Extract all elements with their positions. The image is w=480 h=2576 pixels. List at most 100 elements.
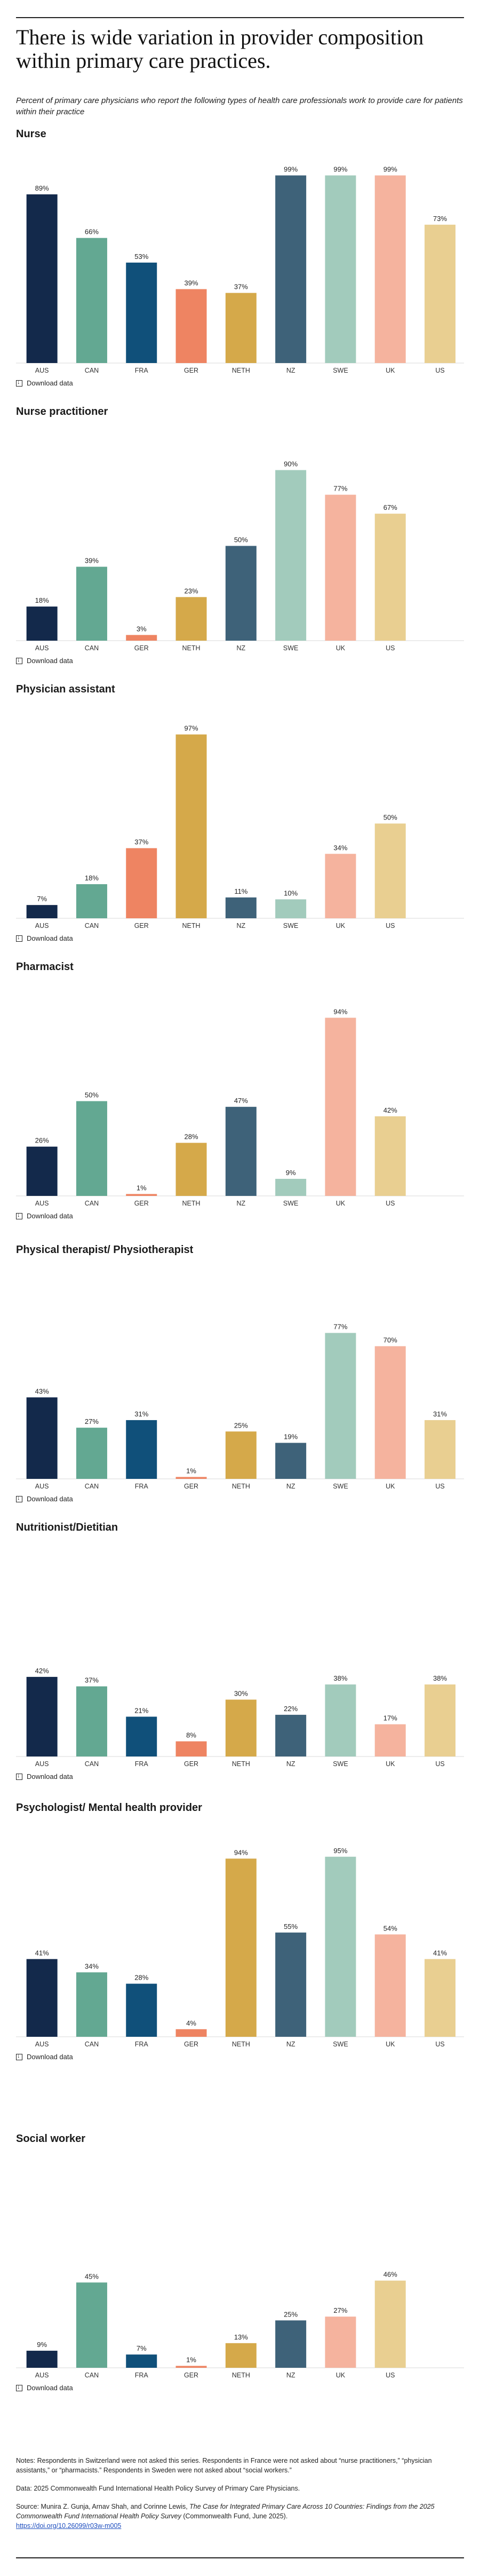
download-data-link[interactable]: Download data	[16, 2384, 73, 2392]
data-label: 53%	[134, 253, 148, 261]
page-title: There is wide variation in provider comp…	[16, 25, 424, 73]
download-icon	[16, 657, 22, 664]
category-tick-label: FRA	[135, 1760, 149, 1768]
download-data-link[interactable]: Download data	[16, 1495, 73, 1503]
data-label: 1%	[137, 1184, 147, 1192]
download-data-link[interactable]: Download data	[16, 1212, 73, 1220]
bar-nz	[275, 1443, 307, 1479]
category-tick-label: NZ	[286, 367, 295, 374]
category-tick-label: FRA	[135, 1483, 149, 1490]
bar-uk	[325, 854, 356, 918]
chart-title: Nurse practitioner	[16, 406, 108, 417]
category-tick-label: NETH	[232, 2372, 250, 2379]
bar-uk	[374, 1346, 406, 1479]
bar-neth	[225, 1431, 257, 1479]
data-label: 4%	[186, 2019, 196, 2027]
download-data-link[interactable]: Download data	[16, 2053, 73, 2061]
data-label: 22%	[284, 1705, 298, 1713]
download-label: Download data	[27, 657, 73, 665]
data-label: 46%	[383, 2271, 397, 2279]
bar-fra	[126, 1716, 157, 1756]
category-tick-label: UK	[386, 367, 395, 374]
data-label: 1%	[186, 2356, 196, 2364]
data-label: 3%	[137, 625, 147, 633]
data-label: 55%	[284, 1923, 298, 1931]
category-tick-label: UK	[336, 1200, 346, 1207]
data-label: 34%	[333, 844, 347, 852]
bar-nz	[275, 175, 307, 363]
notes-block: Notes: Respondents in Switzerland were n…	[16, 2456, 464, 2539]
data-label: 27%	[333, 2306, 347, 2314]
category-tick-label: CAN	[85, 1760, 99, 1768]
category-tick-label: AUS	[35, 2041, 49, 2048]
category-tick-label: GER	[134, 922, 149, 929]
data-label: 37%	[134, 838, 148, 846]
data-label: 13%	[234, 2333, 248, 2341]
bar-nz	[225, 1107, 257, 1196]
category-tick-label: UK	[336, 922, 346, 929]
chart-title: Physician assistant	[16, 683, 115, 695]
data-text: Data: 2025 Commonwealth Fund Internation…	[16, 2485, 300, 2492]
data-label: 28%	[185, 1133, 198, 1141]
bar-swe	[325, 1856, 356, 2037]
chart-section: Nutritionist/Dietitian 42% AUS 37% CAN 21% FRA…	[16, 1522, 464, 1789]
bar-uk	[374, 1934, 406, 2037]
category-tick-label: CAN	[85, 1200, 99, 1207]
data-label: 38%	[333, 1674, 347, 1682]
bar-can	[76, 1686, 107, 1756]
download-data-link[interactable]: Download data	[16, 379, 73, 387]
download-data-link[interactable]: Download data	[16, 934, 73, 942]
chart-title: Nurse	[16, 128, 46, 140]
bar-can	[76, 238, 107, 363]
bar-us	[425, 1959, 456, 2037]
download-icon	[16, 2384, 22, 2391]
data-label: 1%	[186, 1467, 196, 1475]
data-label: 39%	[185, 279, 198, 287]
category-tick-label: GER	[184, 367, 198, 374]
category-tick-label: SWE	[283, 1200, 298, 1207]
chart-section: Physician assistant 7% AUS 18% CAN 37% GER 97% N…	[16, 683, 464, 950]
data-label: 50%	[85, 1091, 99, 1099]
source-link[interactable]: https://doi.org/10.26099/r03w-m005	[16, 2522, 122, 2530]
top-rule	[16, 17, 464, 18]
category-tick-label: NETH	[232, 367, 250, 374]
data-label: 89%	[35, 184, 49, 192]
category-tick-label: NETH	[232, 2041, 250, 2048]
data-label: 50%	[234, 536, 248, 544]
data-label: 18%	[35, 596, 49, 604]
bar-neth	[225, 1699, 257, 1756]
category-tick-label: CAN	[85, 1483, 99, 1490]
bar-can	[76, 1101, 107, 1196]
category-tick-label: AUS	[35, 1760, 49, 1768]
data-label: 99%	[333, 166, 347, 174]
bar-neth	[175, 597, 207, 641]
download-data-link[interactable]: Download data	[16, 657, 73, 665]
bar-aus	[26, 905, 58, 918]
bar-us	[425, 1684, 456, 1756]
category-tick-label: NETH	[182, 922, 201, 929]
download-icon	[16, 1212, 22, 1219]
bar-us	[374, 2280, 406, 2368]
bar-chart: 89% AUS 66% CAN 53% FRA 39% GER 37% NETH 99% NZ 99% S…	[16, 166, 464, 374]
data-label: 25%	[284, 2310, 298, 2318]
category-tick-label: SWE	[333, 1483, 348, 1490]
download-data-link[interactable]: Download data	[16, 1773, 73, 1781]
bar-fra	[126, 2354, 157, 2368]
category-tick-label: NETH	[232, 1760, 250, 1768]
category-tick-label: US	[435, 1760, 444, 1768]
bar-chart: 26% AUS 50% CAN 1% GER 28% NETH 47% NZ 9% SWE 94% UK 4…	[16, 1007, 464, 1207]
category-tick-label: US	[435, 1483, 444, 1490]
data-label: 77%	[333, 485, 347, 493]
category-tick-label: UK	[386, 1483, 395, 1490]
category-tick-label: FRA	[135, 2372, 149, 2379]
bar-aus	[26, 1397, 58, 1479]
data-label: 99%	[383, 166, 397, 174]
category-tick-label: SWE	[333, 2041, 348, 2048]
bar-fra	[126, 262, 157, 363]
bar-chart: 9% AUS 45% CAN 7% FRA 1% GER 13% NETH 25% NZ 27% UK 46…	[16, 2271, 464, 2379]
data-label: 77%	[333, 1323, 347, 1331]
chart-section: Nurse 89% AUS 66% CAN 53% FRA 39% GER 37% NETH 99% N…	[16, 128, 464, 395]
category-tick-label: FRA	[135, 2041, 149, 2048]
data-label: 11%	[234, 887, 247, 895]
data-label: 23%	[185, 587, 198, 595]
